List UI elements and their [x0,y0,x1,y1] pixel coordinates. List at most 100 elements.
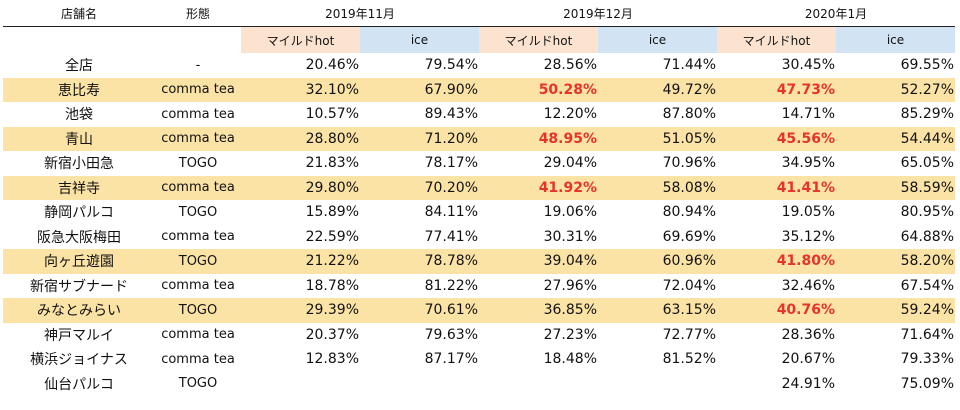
month-header-nov-2019: 2019年11月 [241,0,479,27]
value-cell-jan-hot: 40.76% [717,298,836,323]
value-cell-dec-hot: 27.96% [543,277,597,294]
store-type-cell: TOGO [178,376,218,392]
value-cell-jan-hot: 41.80% [717,249,836,274]
table-row: 青山 comma tea 28.80% 71.20% 48.95% 51.05% 45.56… [3,126,955,151]
value-cell-jan-ice: 69.55% [900,57,954,74]
value-cell-jan-ice: 71.64% [900,326,954,343]
value-cell-jan-ice: 59.24% [836,298,955,323]
value-cell-dec-ice [598,372,717,397]
table-row: 静岡パルコ TOGO 15.89% 84.11% 19.06% 80.94% 19.05% 8… [3,200,955,225]
store-name-cell: 池袋 [65,107,93,124]
value-cell-nov-hot: 21.83% [305,155,359,172]
sub-header-blank [155,27,241,54]
value-cell-jan-hot: 30.45% [781,57,835,74]
table-row: 仙台パルコ TOGO 24.91% 75.09% [3,372,955,397]
table-row: 恵比寿 comma tea 32.10% 67.90% 50.28% 49.72% 47.7… [3,77,955,102]
value-cell-dec-hot: 48.95% [479,126,598,151]
value-cell-nov-hot: 21.22% [241,249,360,274]
table-row: 阪急大阪梅田 comma tea 22.59% 77.41% 30.31% 69.69% 3… [3,225,955,250]
table-header: 店舗名 形態 2019年11月 2019年12月 2020年1月 マイルドhot… [3,0,955,53]
value-cell-jan-ice: 54.44% [836,126,955,151]
sub-header-hot: マイルドhot [479,26,598,53]
value-cell-dec-ice: 49.72% [598,77,717,102]
table-row: 池袋 comma tea 10.57% 89.43% 12.20% 87.80% 14.71… [3,102,955,127]
store-name-cell: 吉祥寺 [3,175,155,200]
value-cell-nov-hot: 20.37% [305,326,359,343]
value-cell-jan-hot: 32.46% [781,277,835,294]
value-cell-jan-ice: 79.33% [900,351,954,368]
value-cell-dec-hot [479,372,598,397]
value-cell-nov-ice: 79.63% [424,326,478,343]
value-cell-jan-ice: 67.54% [900,277,954,294]
sub-header-row: マイルドhot ice マイルドhot ice マイルドhot ice [3,26,955,54]
value-cell-nov-ice: 81.22% [424,277,478,294]
value-cell-nov-ice: 79.54% [424,57,478,74]
value-cell-nov-hot: 22.59% [305,228,359,245]
value-cell-jan-hot: 47.73% [717,77,836,102]
store-type-cell: TOGO [155,249,241,274]
value-cell-dec-ice: 60.96% [598,249,717,274]
store-ratio-table: 店舗名 形態 2019年11月 2019年12月 2020年1月 マイルドhot… [3,0,955,396]
value-cell-jan-ice: 58.20% [836,249,955,274]
value-cell-jan-hot: 41.41% [717,175,836,200]
store-type-cell: - [195,57,201,73]
value-cell-dec-hot: 18.48% [543,351,597,368]
type-column-header: 形態 [155,0,241,27]
value-cell-jan-ice: 65.05% [900,155,954,172]
value-cell-nov-ice: 70.61% [360,298,479,323]
store-type-cell: TOGO [178,155,218,171]
value-cell-dec-ice: 71.44% [662,57,716,74]
value-cell-dec-ice: 63.15% [598,298,717,323]
value-cell-jan-hot: 45.56% [717,126,836,151]
value-cell-nov-hot: 29.39% [241,298,360,323]
value-cell-jan-ice: 52.27% [836,77,955,102]
table-row: 横浜ジョイナス comma tea 12.83% 87.17% 18.48% 81.52%… [3,347,955,372]
value-cell-dec-hot: 39.04% [479,249,598,274]
value-cell-dec-hot: 28.56% [543,57,597,74]
store-type-cell: comma tea [161,106,235,122]
value-cell-dec-hot: 27.23% [543,326,597,343]
value-cell-nov-ice: 84.11% [424,204,478,221]
store-name-cell: 阪急大阪梅田 [37,229,121,246]
store-type-cell: comma tea [155,126,241,151]
value-cell-nov-ice: 78.17% [424,155,478,172]
table-row: みなとみらい TOGO 29.39% 70.61% 36.85% 63.15% 40.76%… [3,298,955,323]
value-cell-jan-hot: 35.12% [781,228,835,245]
table-row: 神戸マルイ comma tea 20.37% 79.63% 27.23% 72.77% 28… [3,323,955,348]
value-cell-nov-ice: 89.43% [424,106,478,123]
value-cell-dec-ice: 72.77% [662,326,716,343]
table-row: 新宿小田急 TOGO 21.83% 78.17% 29.04% 70.96% 34.95% 6… [3,151,955,176]
value-cell-nov-hot: 15.89% [305,204,359,221]
value-cell-dec-ice: 70.96% [662,155,716,172]
value-cell-jan-ice: 80.95% [900,204,954,221]
sub-header-ice: ice [598,26,717,53]
value-cell-dec-ice: 87.80% [662,106,716,123]
value-cell-dec-hot: 36.85% [479,298,598,323]
table-body: 全店 - 20.46% 79.54% 28.56% 71.44% 30.45% 69.55% 恵… [3,53,955,396]
value-cell-jan-ice: 85.29% [900,106,954,123]
store-name-cell: 全店 [65,58,93,75]
value-cell-nov-ice: 78.78% [360,249,479,274]
sub-header-ice: ice [836,26,955,53]
sub-header-blank [3,27,155,54]
value-cell-nov-ice: 67.90% [360,77,479,102]
value-cell-dec-ice: 58.08% [598,175,717,200]
value-cell-nov-ice: 87.17% [424,351,478,368]
store-type-cell: comma tea [161,229,235,245]
value-cell-dec-ice: 51.05% [598,126,717,151]
value-cell-jan-ice: 75.09% [900,375,954,392]
value-cell-dec-hot: 29.04% [543,155,597,172]
value-cell-jan-hot: 34.95% [781,155,835,172]
value-cell-dec-hot: 30.31% [543,228,597,245]
store-type-cell: TOGO [178,204,218,220]
value-cell-nov-hot: 32.10% [241,77,360,102]
value-cell-jan-ice: 58.59% [836,175,955,200]
value-cell-jan-ice: 64.88% [900,228,954,245]
value-cell-dec-ice: 69.69% [662,228,716,245]
store-type-cell: comma tea [155,175,241,200]
sub-header-hot: マイルドhot [241,26,360,53]
store-name-cell: 恵比寿 [3,77,155,102]
value-cell-dec-ice: 80.94% [662,204,716,221]
store-type-cell: comma tea [161,278,235,294]
store-name-cell: 静岡パルコ [44,205,114,222]
